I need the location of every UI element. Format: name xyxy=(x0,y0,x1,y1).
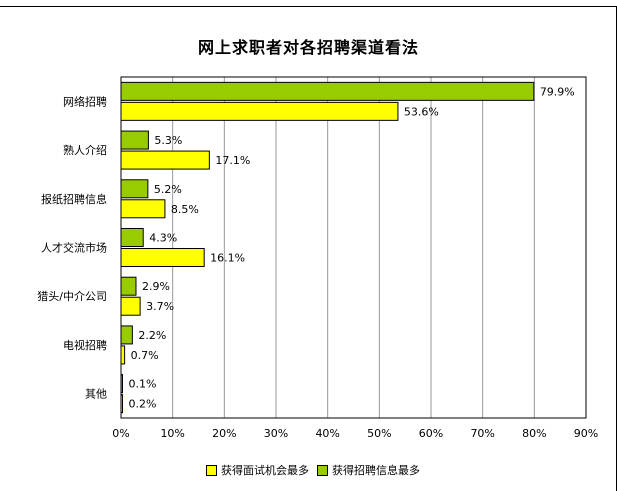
x-tick-label: 0% xyxy=(112,427,129,440)
bar-value-label: 5.3% xyxy=(154,134,182,147)
y-category-label: 报纸招聘信息 xyxy=(41,192,107,206)
bar-value-label: 5.2% xyxy=(154,183,182,196)
x-tick-label: 90% xyxy=(574,427,598,440)
legend-label-interview: 获得面试机会最多 xyxy=(221,464,309,477)
bar xyxy=(120,199,166,219)
bar-value-label: 8.5% xyxy=(171,203,199,216)
bar-value-label: 3.7% xyxy=(146,300,174,313)
chart-legend: 获得面试机会最多 获得招聘信息最多 xyxy=(206,462,424,478)
x-tick-label: 50% xyxy=(367,427,391,440)
bar-value-label: 53.6% xyxy=(404,105,439,118)
bar xyxy=(120,130,149,150)
x-tick-label: 20% xyxy=(212,427,236,440)
bar xyxy=(120,394,123,414)
bar xyxy=(120,150,210,170)
bar xyxy=(120,228,144,247)
bar-value-label: 17.1% xyxy=(215,154,250,167)
x-tick-label: 30% xyxy=(264,427,288,440)
chart-title: 网上求职者对各招聘渠道看法 xyxy=(197,38,419,57)
bar-value-label: 0.1% xyxy=(129,378,157,391)
x-tick-label: 80% xyxy=(522,427,546,440)
bar-value-label: 0.2% xyxy=(129,398,157,411)
bar xyxy=(120,276,137,296)
bar xyxy=(120,81,535,101)
y-category-label: 猎头/中介公司 xyxy=(37,289,107,303)
x-tick-label: 40% xyxy=(315,427,339,440)
legend-item-info: 获得招聘信息最多 xyxy=(317,462,420,478)
y-category-label: 熟人介绍 xyxy=(63,143,107,157)
bar-value-label: 0.7% xyxy=(131,349,159,362)
bar xyxy=(120,325,133,345)
frame-top-line xyxy=(0,6,617,7)
legend-label-info: 获得招聘信息最多 xyxy=(332,464,420,477)
plot-border xyxy=(120,76,587,419)
bar-value-label: 2.2% xyxy=(138,329,166,342)
legend-swatch-interview xyxy=(206,464,217,476)
bar xyxy=(120,101,399,121)
x-tick-label: 10% xyxy=(160,427,184,440)
bar xyxy=(120,248,205,267)
x-tick-label: 70% xyxy=(470,427,494,440)
bar-value-label: 2.9% xyxy=(142,280,170,293)
bar xyxy=(120,374,123,394)
y-category-label: 人才交流市场 xyxy=(41,241,107,255)
x-tick-label: 60% xyxy=(419,427,443,440)
y-category-label: 电视招聘 xyxy=(63,338,107,352)
legend-swatch-info xyxy=(317,464,328,476)
bar-value-label: 4.3% xyxy=(149,232,177,245)
bar xyxy=(120,296,141,316)
y-category-label: 网络招聘 xyxy=(63,94,107,108)
legend-item-interview: 获得面试机会最多 xyxy=(206,462,309,478)
bar xyxy=(120,345,126,365)
bar xyxy=(120,179,149,199)
bar-value-label: 79.9% xyxy=(540,85,575,98)
y-category-label: 其他 xyxy=(85,388,107,401)
bar-value-label: 16.1% xyxy=(210,252,245,265)
